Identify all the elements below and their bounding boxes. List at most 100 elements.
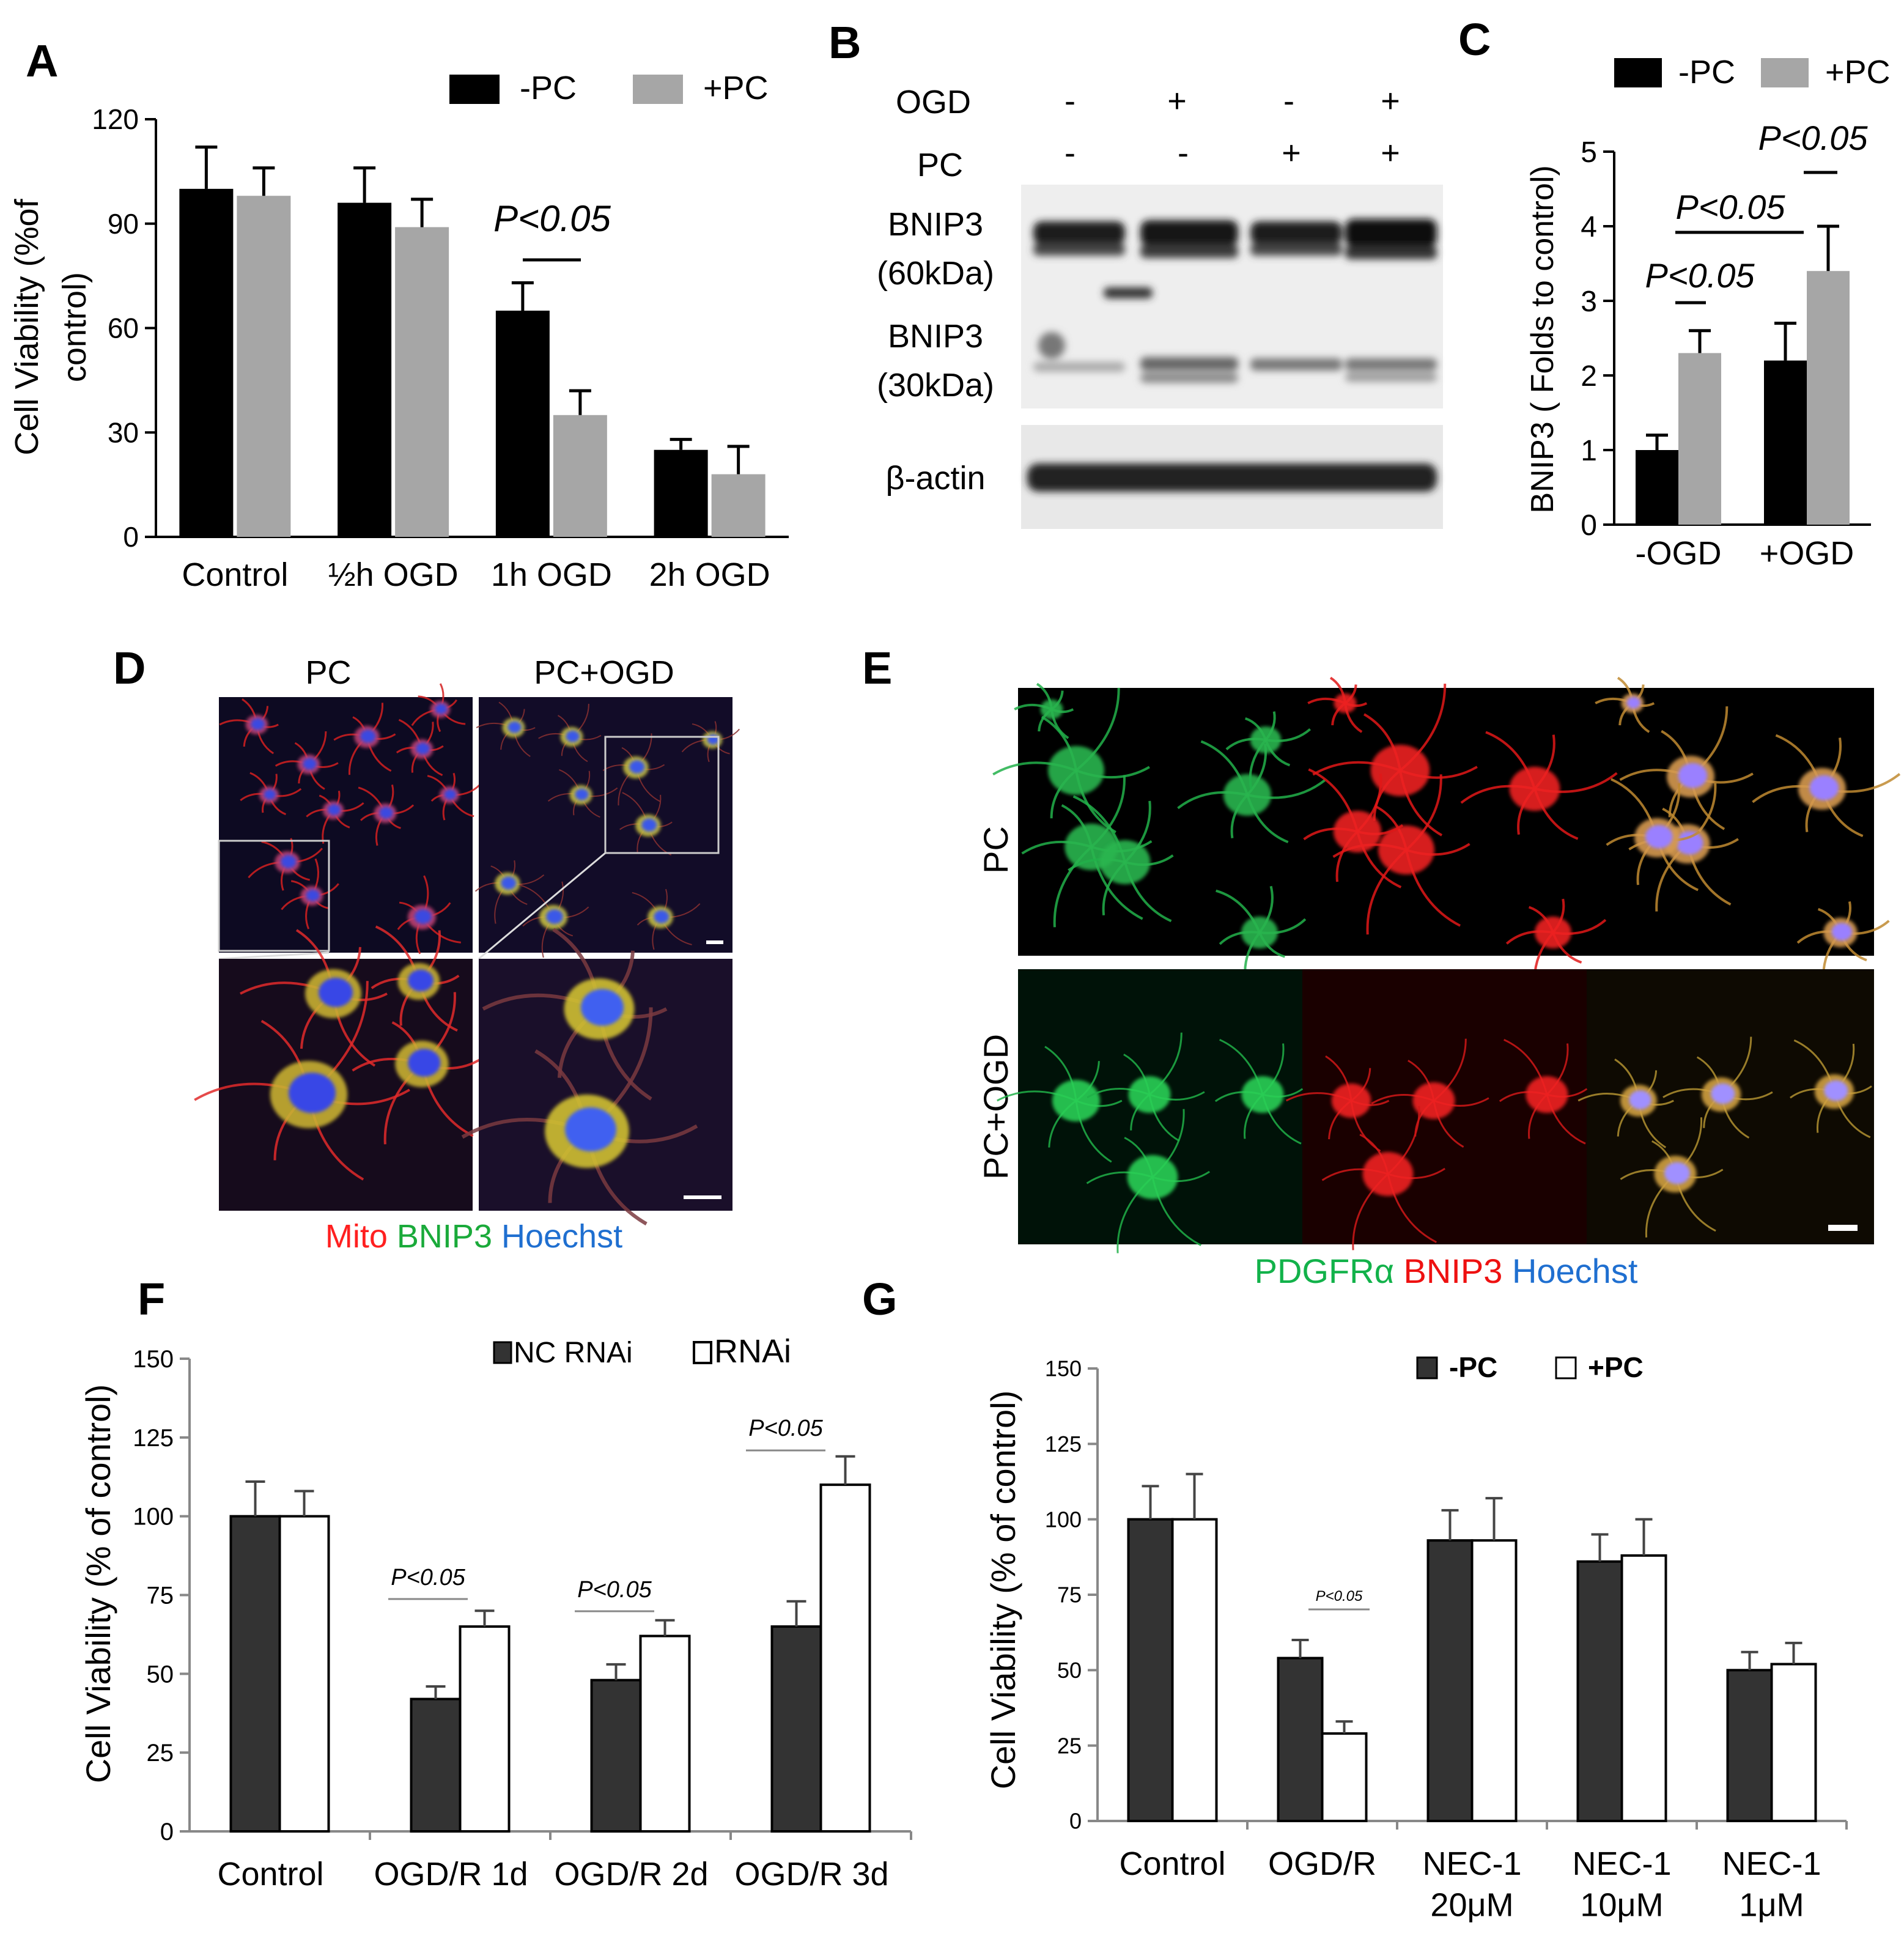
panel-e: E PC PC+OGD PDGFRα BNIP3 Hoechst [862, 643, 1901, 1290]
c-sig-label-1: P<0.05 [1675, 188, 1785, 226]
panel-letter-b: B [828, 17, 861, 68]
a-ytick-label-1: 30 [108, 416, 139, 448]
a-legend-label-0: -PC [520, 70, 577, 106]
e-pc-merge-cell-4 [1752, 734, 1901, 838]
a-bar-0-3 [654, 449, 708, 537]
g-bar-1-2 [1470, 1539, 1518, 1822]
e-ogd-merge-cell-1 [1662, 1036, 1773, 1139]
g-xtick-label-2-0: NEC-1 [1422, 1845, 1521, 1882]
g-ytick-label-6: 150 [1045, 1356, 1082, 1381]
g-legend-label-1: +PC [1588, 1351, 1644, 1383]
micrograph-e-pc-row [992, 676, 1901, 991]
f-ytick-label-1: 25 [147, 1740, 174, 1767]
f-ytick-label-0: 0 [160, 1819, 174, 1845]
col-label-pc: PC [305, 654, 351, 691]
e-pc-red-cell-2 [1332, 774, 1470, 935]
c-ytick-label-2: 2 [1581, 360, 1597, 393]
pc-value-3: + [1282, 135, 1301, 171]
g-bar-1-0 [1171, 1518, 1218, 1823]
g-bar-1-1 [1321, 1732, 1368, 1823]
e-ogd-green-cell-3 [1214, 1038, 1304, 1145]
chart-g: 0 25 50 75 100 125 150 Control OGD/R NEC-1 20μM NEC… [984, 1351, 1848, 1924]
g-bar-0-0 [1127, 1518, 1174, 1823]
a-legend-swatch-0 [449, 75, 500, 104]
e-ogd-red-cell-2 [1321, 1106, 1445, 1250]
e-ogd-green-cell-0 [997, 1046, 1123, 1163]
panel-letter-f: F [138, 1274, 165, 1324]
d-pc-zoom-cell-2 [352, 992, 483, 1145]
e-pc-merge-cell-3 [1606, 778, 1700, 892]
stain-bnip3: BNIP3 [397, 1218, 492, 1255]
g-bar-1-3 [1620, 1554, 1667, 1823]
d-pc-cell-7 [427, 772, 481, 821]
e-ogd-red-cell-3 [1499, 1038, 1588, 1145]
f-bar-0-2 [590, 1679, 642, 1833]
micrograph-e-pc-ogd-row [997, 969, 1874, 1254]
blot-bnip3 [1021, 185, 1443, 408]
panel-f: F 0 25 50 75 100 125 150 Control OGD/R 1d OGD/R 2… [79, 1274, 912, 1893]
d-pc-cell-6 [358, 785, 415, 846]
f-ytick-label-4: 100 [133, 1504, 174, 1531]
ogd-value-1: - [1065, 83, 1076, 119]
stain-mito: Mito [325, 1218, 388, 1255]
g-bar-0-3 [1576, 1560, 1623, 1823]
g-bar-0-1 [1277, 1656, 1324, 1823]
g-xtick-label-3-0: NEC-1 [1572, 1845, 1671, 1882]
g-ylabel: Cell Viability (% of control) [984, 1390, 1022, 1790]
g-bar-1-4 [1770, 1663, 1817, 1822]
chart-f: 0 25 50 75 100 125 150 Control OGD/R 1d OGD/R 2d O… [79, 1333, 912, 1893]
d-pc-cell-1 [275, 731, 339, 790]
a-bar-1-0 [237, 196, 291, 537]
d-ogd-zoom-cell-1 [461, 1007, 698, 1226]
c-ytick-label-5: 5 [1581, 136, 1597, 169]
g-xtick-label-0: Control [1119, 1845, 1225, 1882]
f-xtick-label-1: OGD/R 1d [374, 1856, 528, 1893]
f-ytick-label-2: 50 [147, 1661, 174, 1688]
a-bar-0-2 [495, 311, 550, 537]
d-pc-cell-9 [281, 858, 339, 929]
pc-value-4: + [1381, 135, 1400, 171]
stain-bnip3-e: BNIP3 [1404, 1252, 1503, 1290]
g-legend-swatch-1 [1555, 1356, 1577, 1379]
e-pc-merge-cell-5 [1796, 901, 1890, 986]
f-bar-1-3 [819, 1483, 871, 1833]
e-pc-red-cell-0 [1307, 676, 1368, 733]
g-bar-0-2 [1426, 1539, 1474, 1822]
e-ogd-green-cell-1 [1087, 1032, 1205, 1142]
d-pc-cell-4 [240, 772, 302, 816]
row-label-e-pc: PC [976, 826, 1015, 874]
row-label-e-pc-ogd: PC+OGD [976, 1034, 1015, 1180]
panel-letter-e: E [862, 643, 892, 693]
a-bar-1-3 [711, 474, 766, 537]
e-pc-green-cell-5 [1225, 711, 1312, 789]
panel-letter-d: D [113, 643, 146, 693]
e-pc-red-cell-3 [1303, 768, 1404, 888]
g-ytick-label-0: 0 [1069, 1809, 1082, 1834]
e-ogd-red-cell-1 [1371, 1038, 1489, 1148]
c-bar-1-0 [1678, 353, 1721, 525]
a-xtick-label-3: 2h OGD [649, 556, 770, 593]
a-ytick-label-0: 0 [123, 521, 139, 553]
g-sig-label-0: P<0.05 [1316, 1588, 1363, 1605]
a-legend-swatch-1 [633, 75, 683, 104]
a-legend-label-1: +PC [703, 70, 769, 106]
c-bar-1-1 [1807, 271, 1850, 525]
f-legend-label-1: RNAi [714, 1333, 791, 1370]
g-xtick-label-3-1: 10μM [1580, 1887, 1663, 1924]
row-label-ogd: OGD [896, 84, 971, 120]
f-sig-label-0: P<0.05 [391, 1565, 465, 1590]
a-bar-0-1 [338, 202, 392, 537]
a-bar-0-0 [179, 188, 234, 537]
e-ogd-green-cell-2 [1086, 1109, 1210, 1254]
chart-a: 0 30 60 90 120 Control ½h OGD 1h OGD 2h OGD Cell … [9, 70, 789, 593]
g-xtick-label-4-0: NEC-1 [1722, 1845, 1821, 1882]
f-xtick-label-3: OGD/R 3d [734, 1856, 888, 1893]
panel-letter-c: C [1458, 14, 1491, 65]
blot-actin [1021, 425, 1443, 529]
c-bar-0-0 [1636, 450, 1678, 525]
d-ogd-cell-1 [538, 703, 602, 763]
f-ylabel: Cell Viability (% of control) [79, 1384, 117, 1784]
panel-a: A 0 30 60 90 120 Control ½h OGD 1h OGD 2h OGD Cel… [9, 35, 789, 593]
d-pc-zoom-cell-0 [240, 929, 388, 1067]
